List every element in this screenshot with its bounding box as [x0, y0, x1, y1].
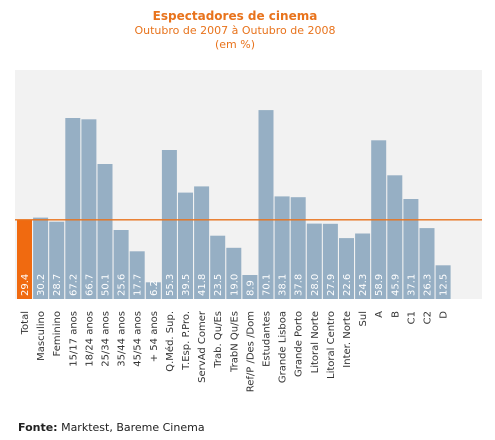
chart-title-block: Espectadores de cinema Outubro de 2007 à… — [0, 9, 470, 52]
category-label-13: TrabN Qu/Es — [229, 311, 240, 373]
bar-4 — [81, 119, 97, 299]
value-label-7: 17.7 — [133, 274, 144, 296]
category-label-6: 35/44 anos — [117, 311, 128, 367]
value-label-6: 25.6 — [117, 274, 128, 296]
bar-chart: 29.4 30.2 28.7 67.2 66.7 50.1 25.6 17.7 6.2 55.3 3… — [15, 70, 482, 392]
value-label-18: 28.0 — [310, 274, 321, 296]
category-label-24: C1 — [406, 311, 417, 324]
value-label-11: 41.8 — [197, 274, 208, 296]
source-text: Marktest, Bareme Cinema — [57, 421, 205, 434]
bar-14 — [242, 275, 258, 299]
bar-5 — [97, 164, 113, 299]
category-label-20: Inter. Norte — [342, 311, 353, 368]
category-label-7: 45/54 anos — [133, 311, 144, 367]
category-label-0: Total — [20, 311, 31, 335]
bar-17 — [290, 197, 306, 299]
bar-13 — [226, 247, 242, 299]
category-label-14: Ref/P /Des /Dom — [245, 311, 256, 392]
bar-6 — [113, 230, 129, 299]
category-label-26: D — [439, 311, 450, 319]
value-label-14: 8.9 — [245, 280, 256, 296]
category-label-21: Sul — [358, 311, 369, 326]
bar-3 — [65, 118, 81, 299]
category-label-8: + 54 anos — [149, 311, 160, 362]
value-label-24: 37.1 — [406, 274, 417, 296]
bar-25 — [419, 228, 435, 299]
bar-12 — [210, 235, 226, 299]
value-label-23: 45.9 — [390, 274, 401, 296]
value-label-17: 37.8 — [294, 274, 305, 296]
value-label-10: 39.5 — [181, 274, 192, 296]
value-label-1: 30.2 — [36, 274, 47, 296]
value-label-15: 70.1 — [262, 274, 273, 296]
value-label-2: 28.7 — [52, 274, 63, 296]
bar-8 — [145, 282, 161, 299]
category-label-17: Grande Porto — [294, 311, 305, 377]
category-label-9: Q.Méd. Sup. — [164, 311, 176, 372]
value-label-5: 50.1 — [101, 274, 112, 296]
value-label-13: 19.0 — [229, 274, 240, 296]
value-label-20: 22.6 — [342, 274, 353, 296]
value-label-21: 24.3 — [358, 274, 369, 296]
bar-21 — [355, 233, 371, 299]
bar-15 — [258, 110, 274, 299]
chart-unit-label: (em %) — [214, 38, 255, 51]
bar-11 — [194, 186, 210, 299]
value-label-9: 55.3 — [165, 274, 176, 296]
category-label-22: A — [374, 311, 385, 318]
bar-26 — [435, 265, 451, 299]
bar-2 — [49, 221, 65, 299]
category-label-25: C2 — [423, 311, 434, 324]
bar-18 — [306, 223, 322, 299]
bar-19 — [322, 223, 338, 299]
category-label-23: B — [390, 311, 401, 318]
category-label-16: Grande Lisboa — [278, 311, 289, 383]
value-label-26: 12.5 — [439, 274, 450, 296]
value-labels-group: 29.4 30.2 28.7 67.2 66.7 50.1 25.6 17.7 6.2 55.3 3… — [20, 274, 450, 296]
category-label-4: 18/24 anos — [84, 311, 95, 367]
bar-23 — [387, 175, 403, 299]
value-label-12: 23.5 — [213, 274, 224, 296]
source-footer: Fonte: Marktest, Bareme Cinema — [18, 421, 205, 434]
bar-9 — [161, 150, 177, 299]
category-label-12: Trab. Qu/Es — [213, 311, 224, 369]
category-label-2: Feminino — [52, 311, 63, 356]
bar-16 — [274, 196, 290, 299]
category-label-11: ServAd Comer — [197, 310, 208, 383]
value-label-3: 67.2 — [68, 274, 79, 296]
value-label-22: 58.9 — [374, 274, 385, 296]
value-label-16: 38.1 — [278, 274, 289, 296]
category-label-1: Masculino — [36, 311, 47, 361]
bars-group — [17, 110, 451, 299]
value-label-0: 29.4 — [20, 274, 31, 296]
value-label-4: 66.7 — [84, 274, 95, 296]
category-label-15: Estudantes — [262, 311, 273, 367]
category-labels-group: Total Masculino Feminino 15/17 anos 18/24 an… — [20, 310, 450, 392]
bar-7 — [129, 251, 145, 299]
value-label-19: 27.9 — [326, 274, 337, 296]
category-label-3: 15/17 anos — [68, 311, 79, 367]
chart-title: Espectadores de cinema — [152, 9, 318, 23]
chart-subtitle: Outubro de 2007 à Outubro de 2008 — [134, 24, 336, 37]
bar-24 — [403, 199, 419, 299]
value-label-8: 6.2 — [149, 280, 160, 296]
category-label-10: T.Esp. P.Pro. — [181, 311, 192, 371]
category-label-18: Litoral Norte — [310, 311, 321, 373]
source-label: Fonte: — [18, 421, 58, 434]
value-label-25: 26.3 — [423, 274, 434, 296]
bar-0 — [17, 219, 32, 299]
category-label-19: Litoral Centro — [326, 311, 337, 379]
category-label-5: 25/34 anos — [101, 311, 112, 367]
bar-20 — [339, 238, 354, 299]
bar-1 — [33, 217, 49, 299]
